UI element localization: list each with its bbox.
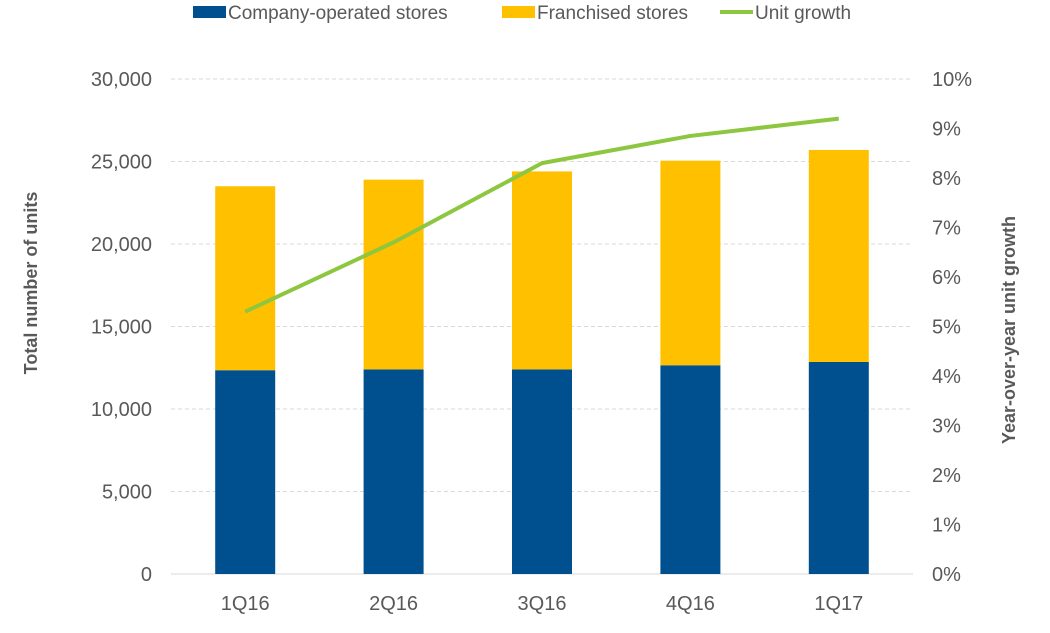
y2-tick-label: 8% — [932, 168, 961, 190]
legend-label: Franchised stores — [537, 3, 688, 24]
y2-tick-label: 6% — [932, 267, 961, 289]
y-tick-label: 15,000 — [91, 317, 152, 339]
legend-swatch — [193, 6, 226, 18]
legend: Company-operated stores Franchised stores… — [193, 3, 851, 24]
y2-tick-label: 2% — [932, 465, 961, 487]
x-tick-label: 1Q17 — [814, 593, 863, 615]
bar-company-operated-stores-2q16 — [364, 369, 424, 574]
y-tick-label: 5,000 — [102, 482, 152, 504]
x-tick-label: 2Q16 — [369, 593, 418, 615]
y2-tick-label: 10% — [932, 69, 972, 91]
y2-tick-label: 4% — [932, 366, 961, 388]
y2-tick-label: 3% — [932, 416, 961, 438]
y2-tick-label: 7% — [932, 218, 961, 240]
x-tick-label: 3Q16 — [518, 593, 567, 615]
bar-company-operated-stores-1q17 — [809, 362, 869, 574]
y2-tick-label: 9% — [932, 119, 961, 141]
bar-franchised-stores-2q16 — [364, 180, 424, 370]
x-tick-label: 4Q16 — [666, 593, 715, 615]
bars — [215, 150, 869, 574]
bar-company-operated-stores-3q16 — [512, 369, 572, 574]
legend-label: Company-operated stores — [228, 3, 448, 24]
right-axis-ticks: 0% 1% 2% 3% 4% 5% 6% 7% 8% 9% 10% — [932, 69, 972, 586]
x-tick-label: 1Q16 — [221, 593, 270, 615]
y-tick-label: 10,000 — [91, 399, 152, 421]
bar-franchised-stores-1q16 — [215, 186, 275, 370]
bar-company-operated-stores-1q16 — [215, 370, 275, 574]
legend-label: Unit growth — [755, 3, 851, 24]
y-axis-title: Total number of units — [21, 192, 41, 375]
y2-tick-label: 0% — [932, 564, 961, 586]
left-axis-ticks: 0 5,000 10,000 15,000 20,000 25,000 30,000 — [91, 69, 152, 586]
y-tick-label: 25,000 — [91, 152, 152, 174]
y2-axis-title: Year-over-year unit growth — [999, 216, 1019, 444]
y-tick-label: 0 — [141, 564, 152, 586]
bar-franchised-stores-1q17 — [809, 150, 869, 362]
legend-swatch — [502, 6, 535, 18]
bar-franchised-stores-4q16 — [660, 161, 720, 366]
bar-franchised-stores-3q16 — [512, 171, 572, 369]
x-axis-ticks: 1Q16 2Q16 3Q16 4Q16 1Q17 — [221, 593, 864, 615]
y-tick-label: 20,000 — [91, 234, 152, 256]
bar-company-operated-stores-4q16 — [660, 365, 720, 574]
y2-tick-label: 1% — [932, 515, 961, 537]
y-tick-label: 30,000 — [91, 69, 152, 91]
y2-tick-label: 5% — [932, 317, 961, 339]
